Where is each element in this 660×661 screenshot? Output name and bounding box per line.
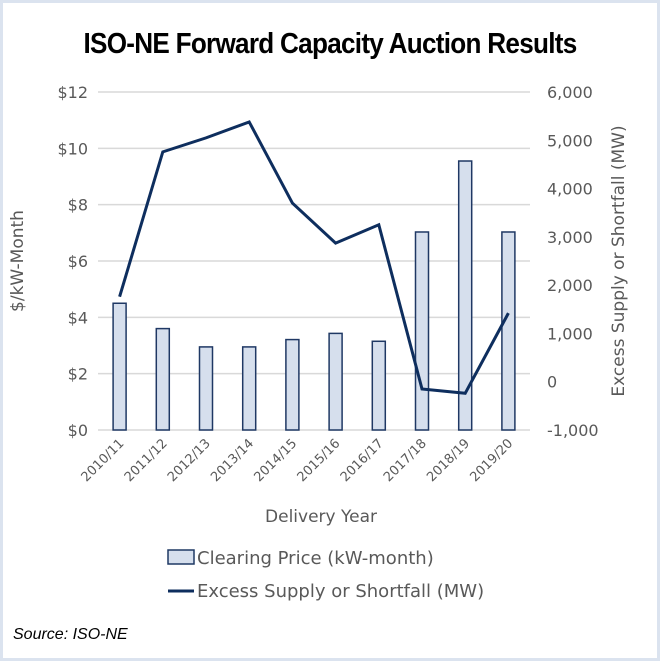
y-tick-label: $4 <box>68 308 88 327</box>
chart-title: ISO-NE Forward Capacity Auction Results <box>83 28 577 60</box>
bar <box>371 340 387 431</box>
y2-tick-label: -1,000 <box>547 421 599 440</box>
x-tick-label: 2011/12 <box>122 436 171 485</box>
chart-card <box>3 3 657 658</box>
bar <box>501 231 516 431</box>
x-axis-ticks: 2010/112011/122012/132013/142014/152015/… <box>79 436 517 485</box>
y-tick-label: $2 <box>68 365 88 384</box>
bar <box>328 332 343 431</box>
y2-tick-label: 1,000 <box>547 324 593 343</box>
x-tick-label: 2019/20 <box>467 436 516 485</box>
y-tick-label: $0 <box>68 421 88 440</box>
y2-tick-label: 4,000 <box>547 180 593 199</box>
x-tick-label: 2015/16 <box>295 436 344 485</box>
y-tick-label: $6 <box>68 252 88 271</box>
y2-tick-label: 3,000 <box>547 228 593 247</box>
bar <box>198 346 214 431</box>
legend: Clearing Price (kW-month) Excess Supply … <box>167 548 484 602</box>
y2-tick-label: 5,000 <box>547 131 593 150</box>
bar <box>457 160 473 431</box>
bar <box>155 327 171 431</box>
y-tick-label: $8 <box>68 196 88 215</box>
y-axis-label: $/kW-Month <box>8 210 28 312</box>
x-axis-label: Delivery Year <box>265 507 377 527</box>
source-note: Source: ISO-NE <box>13 626 128 643</box>
y2-tick-label: 6,000 <box>547 83 593 102</box>
legend-line-label: Excess Supply or Shortfall (MW) <box>197 581 484 602</box>
bar <box>112 302 127 431</box>
y-tick-label: $10 <box>57 139 88 158</box>
bar <box>241 346 257 431</box>
x-tick-label: 2012/13 <box>165 436 214 485</box>
x-tick-label: 2013/14 <box>208 436 257 485</box>
y2-tick-label: 2,000 <box>547 276 593 295</box>
line-path <box>118 120 510 395</box>
bar <box>414 231 430 431</box>
y2-tick-label: 0 <box>547 373 557 392</box>
x-tick-label: 2014/15 <box>251 436 300 485</box>
x-tick-label: 2017/18 <box>381 436 430 485</box>
x-tick-label: 2018/19 <box>424 436 473 485</box>
legend-bar-swatch <box>167 549 195 565</box>
y-tick-label: $12 <box>57 83 88 102</box>
bar-series <box>112 160 516 431</box>
x-tick-label: 2010/11 <box>79 436 128 485</box>
bar <box>285 338 300 431</box>
right-axis-ticks: -1,000 0 1,000 2,000 3,000 4,000 5,000 6,000 <box>547 83 599 440</box>
x-tick-label: 2016/17 <box>338 436 387 485</box>
left-axis-ticks: $0 $2 $4 $6 $8 $10 $12 <box>57 83 88 440</box>
legend-bar-label: Clearing Price (kW-month) <box>197 548 434 569</box>
y2-axis-label: Excess Supply or Shortfall (MW) <box>609 125 629 396</box>
line-series <box>118 120 510 395</box>
